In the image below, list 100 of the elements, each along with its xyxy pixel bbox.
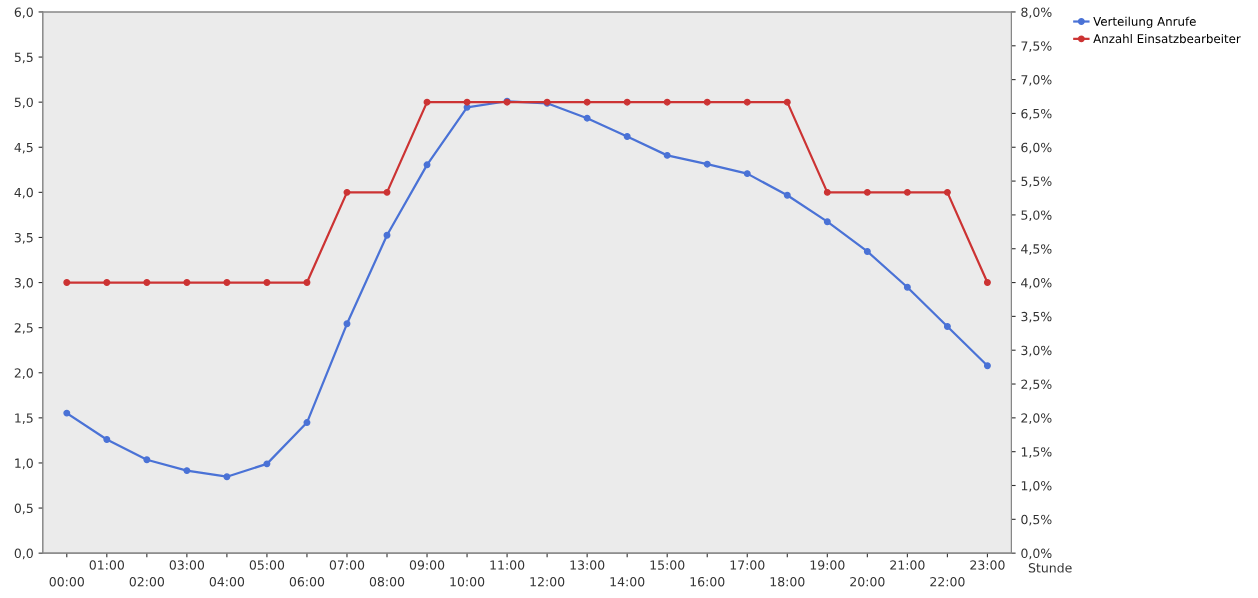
point — [583, 114, 591, 122]
y2-tick-label: 0,0% — [1021, 548, 1052, 560]
point — [143, 456, 151, 464]
point — [303, 279, 311, 287]
y-tick-label: 5,0 — [14, 97, 33, 109]
y2-tick-label: 3,0% — [1021, 345, 1052, 357]
point — [983, 279, 991, 287]
y2-tick-label: 1,0% — [1021, 480, 1052, 492]
x-tick-label: 00:00 — [49, 576, 84, 587]
point — [863, 247, 871, 255]
point — [783, 191, 791, 199]
point — [823, 218, 831, 226]
point — [663, 151, 671, 159]
legend-label: Anzahl Einsatzbearbeiter — [1093, 34, 1241, 44]
point — [463, 98, 471, 106]
point — [983, 362, 991, 370]
point — [383, 231, 391, 239]
y2-tick-label: 7,5% — [1021, 41, 1052, 52]
point — [903, 283, 911, 291]
point — [263, 460, 271, 468]
point — [623, 132, 631, 140]
x-tick-label: 16:00 — [690, 576, 725, 587]
y2-tick-label: 7,0% — [1021, 75, 1052, 86]
point — [783, 98, 791, 106]
point — [383, 188, 391, 196]
x-tick-label: 12:00 — [530, 576, 565, 587]
x-tick-label: 17:00 — [730, 560, 765, 570]
y2-tick-label: 2,5% — [1021, 379, 1052, 391]
x-tick-label: 06:00 — [289, 576, 325, 587]
y2-tick-label: 8,0% — [1021, 7, 1052, 19]
point — [623, 98, 631, 106]
y-tick-label: 0,0 — [14, 548, 33, 560]
y-tick-label: 1,0 — [15, 458, 33, 470]
y-tick-label: 2,5 — [14, 323, 33, 334]
x-tick-label: 18:00 — [770, 576, 805, 587]
x-tick-label: 11:00 — [490, 560, 525, 570]
y-tick-label: 3,0 — [14, 278, 33, 289]
point — [183, 467, 191, 475]
point — [223, 279, 231, 287]
point — [703, 160, 711, 168]
x-tick-label: 19:00 — [810, 560, 845, 570]
x-axis-title: Stunde — [1028, 562, 1072, 573]
x-tick-label: 22:00 — [930, 576, 965, 587]
y-tick-label: 0,5 — [14, 503, 33, 515]
y2-tick-label: 0,5% — [1021, 514, 1052, 526]
x-tick-label: 08:00 — [369, 576, 405, 587]
point — [63, 279, 71, 287]
point — [943, 323, 951, 330]
point — [903, 188, 911, 196]
y2-tick-label: 3,5% — [1021, 311, 1052, 323]
y2-tick-label: 2,0% — [1021, 413, 1052, 425]
x-tick-label: 09:00 — [409, 560, 445, 570]
point — [103, 279, 111, 287]
point — [583, 98, 591, 106]
y2-tick-label: 4,0% — [1021, 278, 1052, 289]
x-tick-label: 23:00 — [970, 560, 1005, 570]
y2-tick-label: 4,5% — [1021, 244, 1052, 255]
point — [743, 98, 751, 106]
x-tick-label: 02:00 — [129, 576, 165, 587]
x-tick-label: 21:00 — [890, 560, 925, 570]
point — [423, 98, 431, 106]
y-tick-label: 3,5 — [14, 232, 33, 244]
point — [863, 188, 871, 196]
y-tick-label: 4,5 — [14, 142, 33, 154]
point — [223, 473, 231, 481]
point — [743, 170, 751, 178]
y-tick-label: 4,0 — [14, 187, 33, 199]
y-tick-label: 5,5 — [14, 52, 33, 64]
point — [663, 98, 671, 106]
x-tick-label: 20:00 — [850, 576, 885, 587]
x-tick-label: 13:00 — [570, 560, 605, 570]
legend-label: Verteilung Anrufe — [1093, 16, 1196, 29]
x-tick-label: 04:00 — [209, 576, 245, 587]
x-tick-label: 05:00 — [249, 560, 285, 570]
y2-tick-label: 1,5% — [1021, 447, 1052, 458]
x-tick-label: 15:00 — [650, 560, 685, 570]
point — [823, 188, 831, 196]
x-tick-label: 01:00 — [89, 560, 124, 570]
x-tick-label: 03:00 — [169, 560, 205, 570]
y2-tick-label: 5,5% — [1021, 176, 1052, 188]
x-tick-label: 10:00 — [450, 576, 485, 587]
y2-tick-label: 5,0% — [1021, 210, 1052, 222]
point — [423, 161, 431, 169]
point — [183, 279, 191, 287]
point — [343, 320, 351, 328]
point — [103, 436, 111, 443]
point — [303, 419, 311, 427]
x-tick-label: 14:00 — [610, 576, 645, 587]
point — [63, 409, 71, 417]
x-tick-label: 07:00 — [329, 560, 365, 570]
y-tick-label: 6,0 — [14, 7, 33, 19]
y-tick-label: 1,5 — [15, 413, 33, 425]
point — [943, 188, 951, 196]
point — [343, 188, 351, 196]
y2-tick-label: 6,5% — [1021, 108, 1052, 120]
point — [703, 98, 711, 106]
point — [263, 279, 271, 287]
point — [143, 279, 151, 287]
y2-tick-label: 6,0% — [1021, 142, 1052, 154]
y-tick-label: 2,0 — [14, 368, 33, 379]
